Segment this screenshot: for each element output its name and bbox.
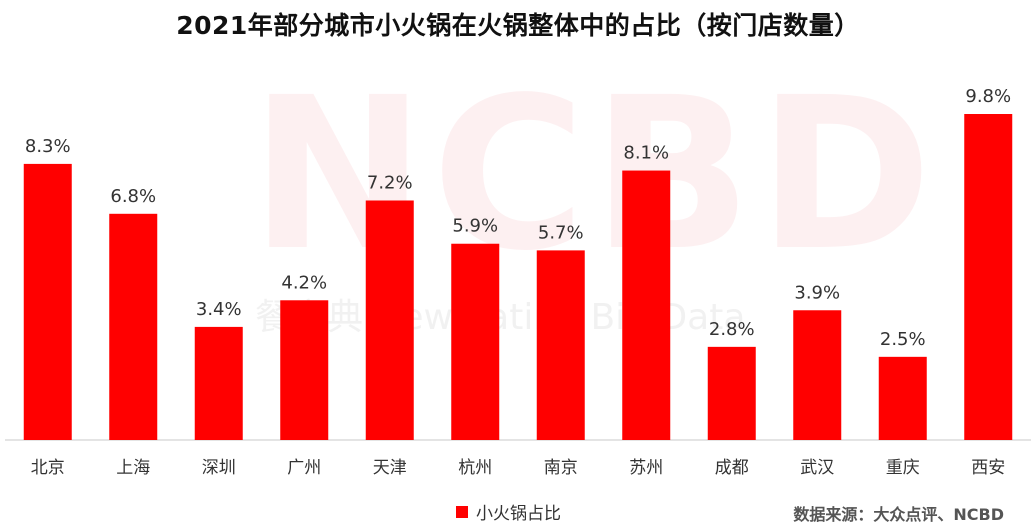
legend-swatch: [456, 505, 468, 518]
x-tick-label-7: 苏州: [629, 458, 663, 478]
data-label-7: 8.1%: [623, 143, 669, 164]
data-label-8: 2.8%: [709, 319, 755, 340]
data-label-2: 3.4%: [196, 299, 242, 320]
legend: 小火锅占比: [456, 499, 561, 524]
bar-10: [878, 356, 927, 440]
bar-1: [109, 213, 158, 440]
bar-6: [536, 250, 585, 440]
chart-title: 2021年部分城市小火锅在火锅整体中的占比（按门店数量）: [176, 11, 860, 40]
data-label-9: 3.9%: [794, 282, 840, 303]
x-tick-label-3: 广州: [287, 458, 321, 478]
legend-label: 小火锅占比: [476, 504, 561, 524]
bar-3: [280, 300, 329, 440]
data-label-4: 7.2%: [367, 172, 413, 193]
data-label-11: 9.8%: [965, 86, 1011, 107]
bar-5: [451, 243, 500, 440]
data-label-0: 8.3%: [25, 136, 71, 157]
x-tick-label-10: 重庆: [886, 458, 920, 478]
x-tick-label-8: 成都: [715, 458, 749, 478]
data-label-5: 5.9%: [452, 216, 498, 237]
data-label-6: 5.7%: [538, 222, 584, 243]
bar-0: [23, 163, 72, 441]
data-label-1: 6.8%: [110, 186, 156, 207]
x-tick-label-9: 武汉: [800, 458, 834, 478]
x-tick-label-11: 西安: [971, 458, 1005, 478]
x-tick-label-4: 天津: [373, 458, 407, 478]
x-tick-label-6: 南京: [544, 458, 578, 478]
x-tick-label-5: 杭州: [458, 458, 492, 478]
bar-7: [622, 170, 671, 440]
source-note: 数据来源：大众点评、NCBD: [793, 505, 1004, 524]
data-label-10: 2.5%: [880, 329, 926, 350]
bar-8: [707, 346, 756, 440]
x-tick-label-2: 深圳: [202, 458, 236, 478]
bar-11: [964, 114, 1013, 440]
x-tick-label-0: 北京: [31, 458, 65, 478]
data-label-3: 4.2%: [281, 272, 327, 293]
bar-2: [194, 326, 243, 440]
bar-9: [793, 310, 842, 440]
bar-4: [365, 200, 414, 440]
x-tick-label-1: 上海: [116, 458, 150, 478]
